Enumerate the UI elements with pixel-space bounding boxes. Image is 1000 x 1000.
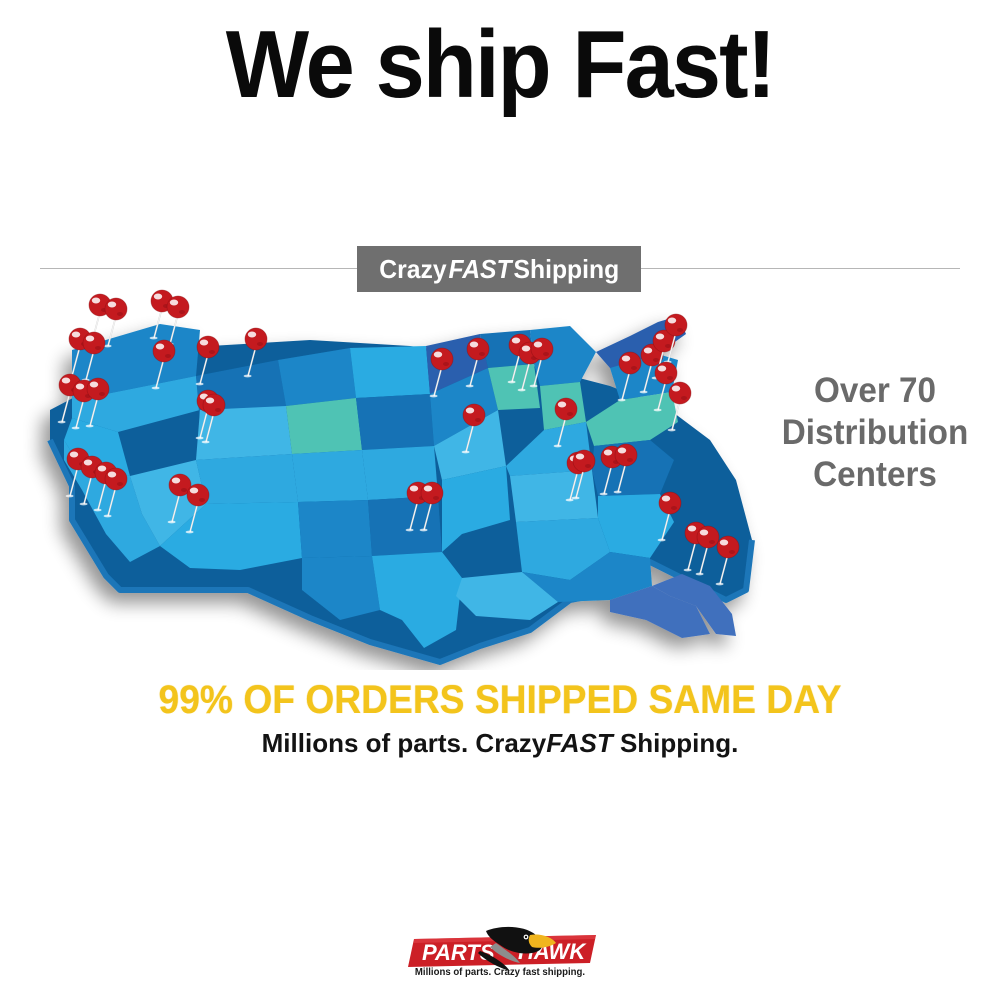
page-title: We ship Fast! xyxy=(225,11,776,118)
divider-rule-left xyxy=(40,268,357,269)
crazy-fast-shipping-banner: CrazyFASTShipping xyxy=(357,246,641,292)
same-day-headline: 99% OF ORDERS SHIPPED SAME DAY xyxy=(158,678,842,722)
callout-line-3: Centers xyxy=(813,455,937,494)
callout-line-1: Over 70 xyxy=(813,371,937,410)
banner-label: CrazyFASTShipping xyxy=(379,254,619,285)
tagline-emphasis: FAST xyxy=(546,728,613,758)
usa-map-graphic xyxy=(47,316,755,665)
banner-suffix: Shipping xyxy=(513,253,619,284)
tagline: Millions of parts. CrazyFAST Shipping. xyxy=(0,728,1000,759)
distribution-centers-callout: Over 70 Distribution Centers xyxy=(766,370,985,496)
banner-prefix: Crazy xyxy=(379,253,447,284)
logo-tagline: Millions of parts. Crazy fast shipping. xyxy=(414,967,586,978)
tagline-suffix: Shipping. xyxy=(619,728,739,758)
map-states xyxy=(64,316,736,648)
usa-distribution-map xyxy=(10,289,770,670)
parts-hawk-logo[interactable]: PARTS HAWK xyxy=(400,925,600,987)
banner-emphasis: FAST xyxy=(448,253,512,284)
hawk-head-icon xyxy=(478,926,556,971)
logo-graphic: PARTS HAWK xyxy=(408,926,596,971)
tagline-prefix: Millions of parts. Crazy xyxy=(261,728,547,758)
callout-line-2: Distribution xyxy=(781,413,969,452)
divider-banner-row: CrazyFASTShipping xyxy=(0,246,1000,296)
divider-rule-right xyxy=(641,268,960,269)
